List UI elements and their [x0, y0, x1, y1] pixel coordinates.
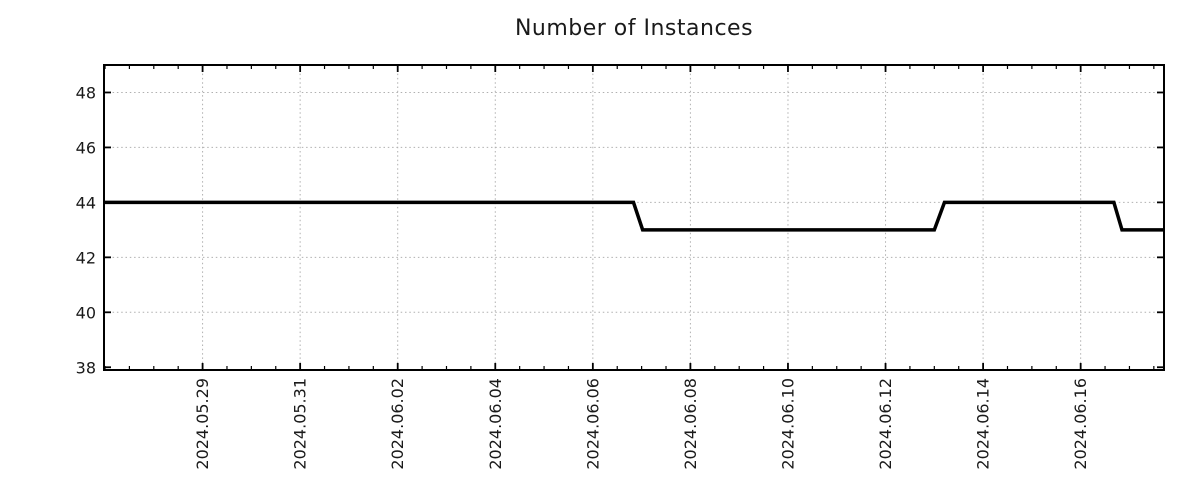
- x-tick-label: 2024.06.14: [974, 378, 993, 470]
- x-tick-label: 2024.06.02: [388, 378, 407, 470]
- x-tick-label: 2024.05.31: [291, 378, 310, 470]
- y-tick-label: 44: [76, 193, 96, 212]
- y-tick-label: 42: [76, 248, 96, 267]
- y-tick-label: 38: [76, 358, 96, 377]
- x-tick-label: 2024.06.12: [876, 378, 895, 470]
- y-tick-label: 40: [76, 303, 96, 322]
- plot-border: [103, 64, 1165, 371]
- x-tick-label: 2024.06.08: [681, 378, 700, 470]
- x-tick-label: 2024.06.16: [1071, 378, 1090, 470]
- x-tick-label: 2024.06.10: [778, 378, 797, 470]
- series-line-number-of-instances: [104, 200, 1164, 232]
- x-tick-label: 2024.06.04: [486, 378, 505, 470]
- y-tick-label: 48: [76, 83, 96, 102]
- x-tick-label: 2024.06.06: [583, 378, 602, 470]
- chart-title: Number of Instances: [514, 16, 754, 41]
- y-tick-label: 46: [76, 138, 96, 157]
- x-tick-label: 2024.05.29: [193, 378, 212, 470]
